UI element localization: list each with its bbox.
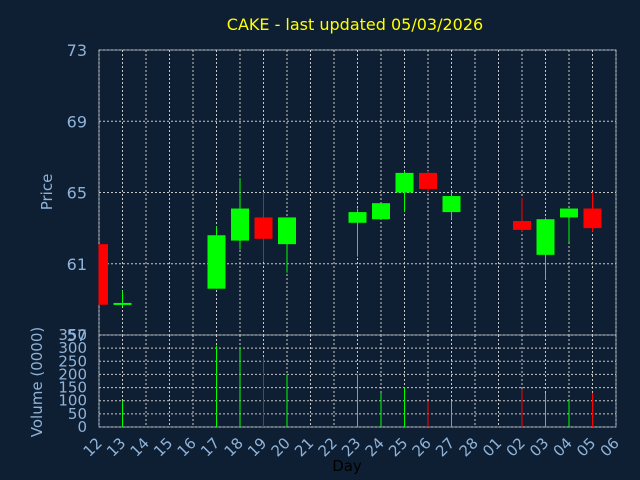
candle-body: [536, 219, 555, 255]
x-tick-label: 17: [197, 434, 223, 460]
x-tick-label: 03: [526, 434, 552, 460]
candle-body: [278, 217, 296, 245]
candle-body: [231, 208, 249, 241]
candle-body: [372, 203, 390, 220]
price-y-ticks: 57 61 65 69 73: [67, 41, 87, 345]
x-tick-label: 24: [362, 434, 388, 460]
x-tick-label: 04: [550, 434, 576, 460]
x-tick-label: 21: [291, 434, 317, 460]
price-y-tick-label: 65: [67, 184, 87, 203]
candle-body: [99, 244, 108, 305]
volume-y-tick-label: 100: [58, 392, 87, 410]
volume-y-tick-label: 350: [58, 326, 87, 344]
x-tick-label: 27: [432, 434, 458, 460]
x-tick-label: 16: [174, 434, 200, 460]
volume-bars: [122, 345, 593, 427]
candle-body: [583, 208, 602, 229]
candle-body: [254, 217, 273, 239]
candles: [98, 171, 602, 307]
candle-body: [513, 221, 531, 230]
x-tick-label: 15: [150, 434, 176, 460]
price-panel: 57 61 65 69 73 Price: [38, 41, 617, 345]
x-tick-label: 28: [456, 434, 482, 460]
volume-y-tick-label: 200: [58, 365, 87, 383]
candle-body: [348, 212, 367, 223]
volume-y-tick-label: 250: [58, 352, 87, 370]
x-tick-label: 14: [127, 434, 153, 460]
price-y-tick-label: 61: [67, 255, 87, 274]
volume-axis-label: Volume (0000): [28, 327, 46, 437]
candle-body: [207, 235, 226, 289]
price-y-tick-label: 57: [67, 326, 87, 345]
x-tick-label: 13: [103, 434, 129, 460]
x-tick-label: 26: [409, 434, 435, 460]
volume-y-tick-label: 0: [77, 418, 87, 436]
x-tick-label: 02: [503, 434, 529, 460]
candle-body: [560, 208, 578, 218]
x-tick-label: 19: [244, 434, 270, 460]
x-tick-label: 01: [479, 434, 505, 460]
x-tick-label: 18: [221, 434, 247, 460]
volume-y-tick-label: 150: [58, 379, 87, 397]
price-y-tick-label: 73: [67, 41, 87, 60]
candle-body: [113, 302, 132, 305]
price-y-tick-label: 69: [67, 112, 87, 131]
x-tick-label: 06: [597, 434, 623, 460]
candle-body: [395, 172, 414, 193]
price-axis-label: Price: [38, 174, 56, 211]
volume-y-tick-label: 50: [68, 405, 87, 423]
x-tick-label: 05: [573, 434, 599, 460]
x-tick-label: 25: [385, 434, 411, 460]
volume-y-tick-label: 300: [58, 339, 87, 357]
x-tick-label: 12: [80, 434, 106, 460]
x-axis-label: Day: [332, 457, 362, 475]
candle-body: [442, 196, 461, 213]
chart-title: CAKE - last updated 05/03/2026: [227, 15, 483, 34]
x-tick-label: 20: [268, 434, 294, 460]
candle-body: [419, 172, 437, 189]
